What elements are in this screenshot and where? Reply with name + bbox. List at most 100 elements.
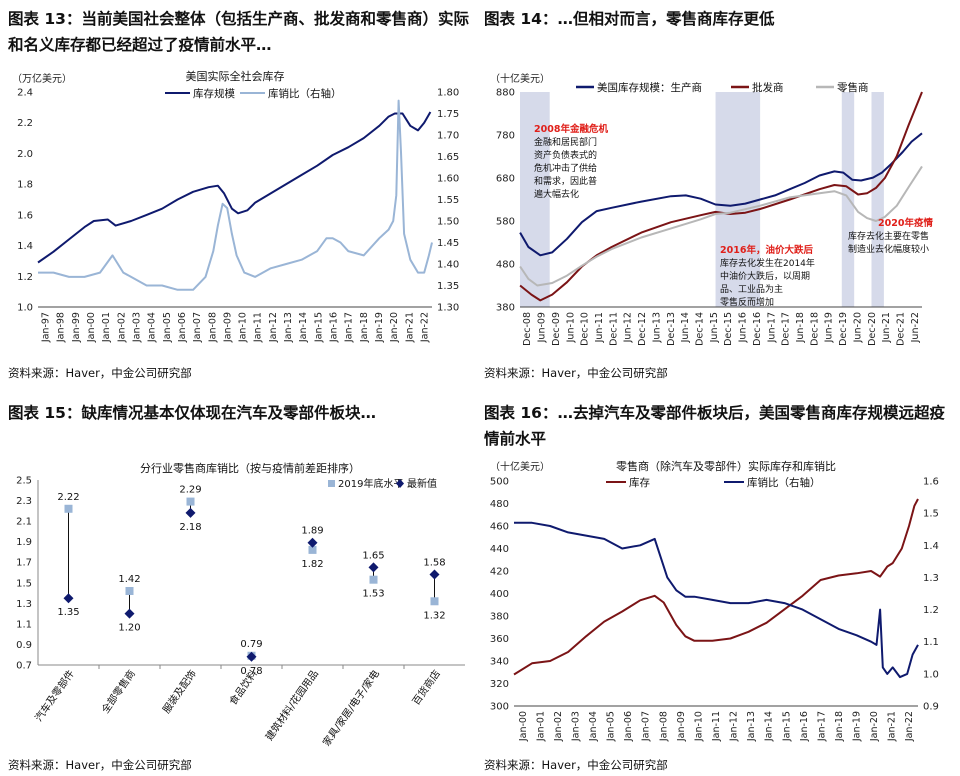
annotation-text: 零售反而增加 (720, 296, 774, 308)
x-tick-label: Jan-14 (764, 711, 775, 742)
x-tick-label: Dec-17 (781, 312, 792, 346)
x-tick-label: Jun-11 (594, 312, 605, 343)
y-tick-label: 500 (490, 477, 509, 488)
annotation-text: 金融和居民部门 (534, 136, 597, 148)
y-tick-label: 780 (496, 131, 515, 142)
y-tick-label: 680 (496, 174, 515, 185)
annotation-text: 和需求，因此普 (534, 175, 597, 187)
source-note: 资料来源：Haver，中金公司研究部 (484, 366, 668, 380)
x-tick-label: Jan-10 (238, 312, 249, 343)
y2-tick-label: 1.30 (437, 303, 459, 314)
y-tick-label: 1.9 (16, 537, 32, 548)
x-tick-label: 服装及配饰 (160, 667, 199, 715)
x-tick-label: Jan-21 (404, 312, 415, 343)
y-tick-label: 1.4 (17, 241, 33, 252)
y-tick-label: 480 (496, 260, 515, 271)
x-tick-label: Jan-17 (344, 312, 355, 343)
x-tick-label: Jun-16 (738, 312, 749, 343)
y2-tick-label: 1.80 (437, 88, 459, 99)
x-tick-label: Jan-02 (116, 312, 127, 343)
y-tick-label: 1.3 (16, 599, 32, 610)
legend-swatch (396, 479, 404, 488)
y-tick-label: 1.6 (17, 210, 33, 221)
source-note: 资料来源：Haver，中金公司研究部 (484, 758, 668, 772)
x-tick-label: Jun-20 (852, 312, 863, 343)
data-label: 1.82 (301, 559, 323, 570)
x-tick-label: Jan-06 (623, 711, 634, 742)
data-label: 0.79 (240, 639, 262, 650)
x-tick-label: Jan-17 (816, 711, 827, 742)
x-tick-label: Jan-16 (329, 312, 340, 343)
x-tick-label: Jan-15 (781, 711, 792, 742)
x-tick-label: Jun-12 (623, 312, 634, 343)
x-tick-label: Jun-22 (910, 312, 921, 343)
shaded-region (841, 92, 855, 307)
series-line (519, 91, 923, 302)
data-label: 1.35 (57, 607, 79, 618)
y-tick-label: 380 (490, 612, 509, 623)
x-tick-label: 百货商店 (409, 667, 443, 707)
y-tick-label: 460 (490, 522, 509, 533)
y-axis-label: （十亿美元） (490, 460, 550, 473)
x-tick-label: Dec-12 (637, 312, 648, 346)
y-tick-label: 0.9 (16, 640, 32, 651)
x-tick-label: Dec-21 (895, 312, 906, 346)
annotation-title: 2008年金融危机 (534, 123, 608, 135)
y-tick-label: 2.1 (16, 517, 32, 528)
annotation-title: 2016年，油价大跌后 (720, 244, 813, 256)
y-tick-label: 1.0 (17, 303, 33, 314)
y2-tick-label: 1.6 (923, 477, 939, 488)
chart-title: 美国实际全社会库存 (186, 69, 285, 83)
y-tick-label: 400 (490, 589, 509, 600)
data-label: 1.58 (423, 558, 445, 569)
series-line (514, 521, 919, 679)
y2-tick-label: 1.5 (923, 509, 939, 520)
x-tick-label: Jan-21 (887, 711, 898, 742)
legend-label: 库存规模 (193, 87, 235, 100)
data-label: 1.65 (362, 550, 384, 561)
source-note: 资料来源：Haver，中金公司研究部 (8, 758, 192, 772)
x-tick-label: Jan-20 (869, 711, 880, 742)
x-tick-label: Jan-97 (41, 312, 52, 343)
chart-title: 零售商（除汽车及零部件）实际库存和库销比 (616, 459, 836, 473)
x-tick-label: 全部零售商 (99, 667, 138, 715)
annotation-title: 2020年疫情 (878, 217, 933, 229)
series-line (519, 132, 923, 257)
y2-tick-label: 1.35 (437, 281, 459, 292)
x-tick-label: Jan-22 (904, 711, 915, 742)
y2-tick-label: 1.4 (923, 541, 939, 552)
y2-tick-label: 1.0 (923, 669, 939, 680)
x-tick-label: Dec-14 (694, 312, 705, 346)
y-tick-label: 480 (490, 499, 509, 510)
y2-tick-label: 1.1 (923, 637, 939, 648)
x-tick-label: Dec-18 (809, 312, 820, 346)
x-tick-label: 建筑材料/花园用品 (262, 667, 320, 743)
x-tick-label: Jan-11 (253, 312, 264, 343)
x-tick-label: Dec-11 (608, 312, 619, 346)
marker-latest (246, 651, 257, 662)
y-tick-label: 2.0 (17, 149, 33, 160)
marker-latest (63, 593, 74, 604)
x-tick-label: Jun-15 (709, 312, 720, 343)
x-tick-label: Dec-09 (551, 312, 562, 346)
series-line (513, 498, 919, 676)
x-tick-label: Jan-19 (374, 312, 385, 343)
x-tick-label: Dec-10 (580, 312, 591, 346)
y-tick-label: 1.2 (17, 272, 33, 283)
data-label: 0.78 (240, 666, 262, 677)
series-line (519, 165, 923, 287)
y2-tick-label: 1.65 (437, 152, 459, 163)
x-tick-label: Jan-08 (658, 711, 669, 742)
x-tick-label: Jun-14 (680, 312, 691, 343)
y-tick-label: 300 (490, 702, 509, 713)
x-tick-label: Jan-12 (268, 312, 279, 343)
x-tick-label: Jan-06 (177, 312, 188, 343)
x-tick-label: Jan-19 (852, 711, 863, 742)
marker-latest (124, 608, 135, 619)
y-tick-label: 0.7 (16, 661, 32, 672)
x-tick-label: Jan-13 (283, 312, 294, 343)
figure-14: 图表 14：…但相对而言，零售商库存更低 (484, 6, 954, 32)
annotation-text: 品、工业品为主 (720, 283, 783, 295)
legend-label: 库销比（右轴） (268, 87, 342, 100)
